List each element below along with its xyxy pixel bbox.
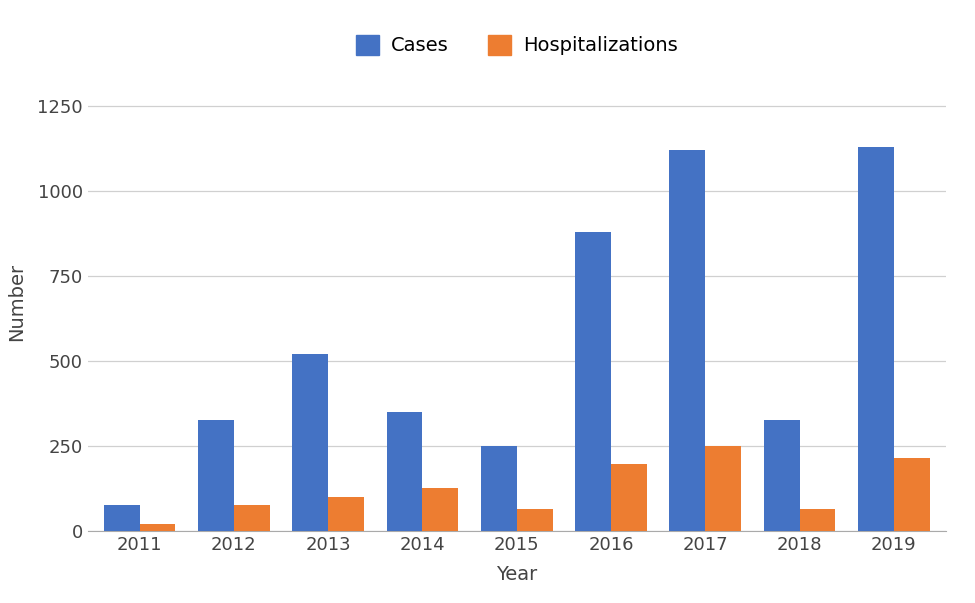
Bar bbox=[517, 508, 553, 531]
Bar bbox=[763, 420, 800, 531]
Bar bbox=[387, 412, 422, 531]
Legend: Cases, Hospitalizations: Cases, Hospitalizations bbox=[348, 27, 685, 63]
Bar bbox=[800, 508, 836, 531]
Bar bbox=[575, 232, 611, 531]
Bar bbox=[670, 150, 705, 531]
X-axis label: Year: Year bbox=[496, 564, 537, 584]
Bar bbox=[858, 147, 894, 531]
Bar bbox=[705, 446, 741, 531]
Bar bbox=[139, 524, 176, 531]
Bar bbox=[198, 420, 234, 531]
Y-axis label: Number: Number bbox=[7, 262, 26, 341]
Bar bbox=[292, 354, 329, 531]
Bar bbox=[234, 505, 270, 531]
Bar bbox=[422, 488, 458, 531]
Bar bbox=[103, 505, 139, 531]
Bar bbox=[894, 458, 930, 531]
Bar bbox=[481, 446, 517, 531]
Bar bbox=[611, 464, 646, 531]
Bar bbox=[329, 497, 364, 531]
